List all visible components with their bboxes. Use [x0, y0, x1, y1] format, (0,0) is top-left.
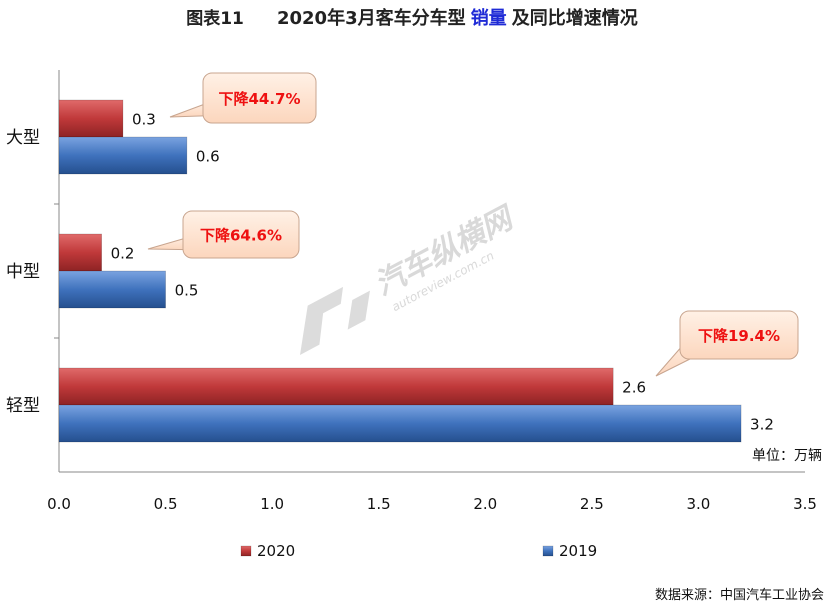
title-highlight: 销量 — [471, 7, 507, 29]
legend-swatch-2019 — [542, 545, 554, 557]
title-main-after: 及同比增速情况 — [512, 7, 638, 29]
title-prefix: 图表11 — [186, 8, 244, 29]
x-tick-label: 2.0 — [473, 495, 497, 513]
data-label: 0.5 — [175, 282, 199, 300]
title-main-before: 2020年3月客车分车型 — [277, 7, 466, 29]
data-label: 3.2 — [750, 416, 774, 434]
callout-text: 下降44.7% — [218, 90, 300, 108]
bar-2020-0 — [58, 99, 124, 138]
data-labels: 0.3 0.6 0.2 0.5 2.6 3.2 — [111, 111, 774, 434]
bar-2019-2 — [58, 404, 742, 443]
x-tick-label: 1.0 — [260, 495, 284, 513]
bar-2020-1 — [58, 233, 102, 272]
callout-1: 下降64.6% — [147, 210, 300, 259]
bar-2019-1 — [58, 270, 166, 309]
callout-box — [679, 310, 799, 360]
callout-2: 下降19.4% — [655, 310, 799, 377]
unit-note: 单位：万辆 — [752, 448, 822, 464]
chart-title: 图表11 2020年3月客车分车型 销量 及同比增速情况 — [186, 7, 638, 29]
x-tick-label: 3.5 — [793, 495, 817, 513]
data-label: 0.6 — [196, 148, 220, 166]
callout-box — [202, 72, 317, 124]
category-label: 大型 — [6, 128, 40, 148]
x-tick-labels: 0.0 0.5 1.0 1.5 2.0 2.5 3.0 3.5 — [47, 495, 817, 513]
category-label: 轻型 — [6, 396, 40, 416]
data-label: 2.6 — [622, 379, 646, 397]
legend-label-2019: 2019 — [559, 542, 597, 560]
data-label: 0.3 — [132, 111, 156, 129]
data-label: 0.2 — [111, 245, 135, 263]
x-tick-label: 0.5 — [154, 495, 178, 513]
bars — [58, 99, 742, 443]
category-label: 中型 — [6, 262, 40, 282]
x-tick-label: 3.0 — [686, 495, 710, 513]
legend-swatch-2020 — [240, 545, 252, 557]
source-note: 数据来源：中国汽车工业协会 — [655, 587, 824, 603]
watermark-logo-icon — [300, 286, 370, 355]
legend: 2020 2019 — [240, 542, 597, 560]
bar-2019-0 — [58, 136, 188, 175]
x-tick-label: 0.0 — [47, 495, 71, 513]
callout-text: 下降64.6% — [200, 227, 282, 245]
callouts: 下降44.7% 下降64.6% 下降19.4% — [147, 72, 799, 377]
x-tick-label: 2.5 — [580, 495, 604, 513]
x-tick-label: 1.5 — [367, 495, 391, 513]
legend-label-2020: 2020 — [257, 542, 295, 560]
watermark: 汽车纵横网 autoreview.com.cn — [300, 200, 521, 355]
category-ticks — [54, 203, 59, 339]
callout-text: 下降19.4% — [698, 327, 780, 345]
callout-0: 下降44.7% — [169, 72, 317, 124]
callout-box — [182, 210, 300, 259]
bar-2020-2 — [58, 367, 614, 406]
